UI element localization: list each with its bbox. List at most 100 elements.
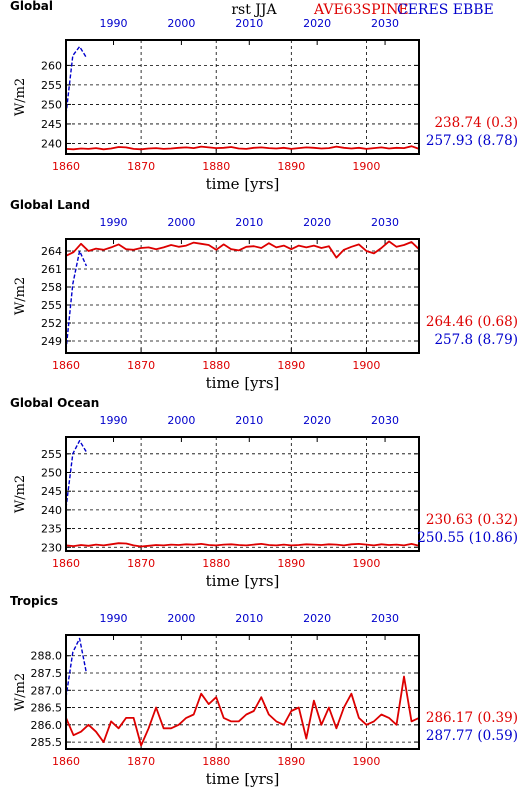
x-tick-label-top: 2000 [167,414,195,427]
y-tick-label: 249 [41,335,62,348]
mean-label-red: 264.46 (0.68) [426,314,518,330]
series-line-blue [65,440,87,509]
mean-label-blue: 257.8 (8.79) [434,332,518,348]
y-axis-label: W/m2 [13,78,28,116]
y-tick-label: 264 [41,245,62,258]
chart-panel-2: Global Land 249 252 255 258 261 264 1860 1870 188… [10,198,518,392]
x-axis-label: time [yrs] [206,572,280,590]
mean-label-blue: 287.77 (0.59) [426,728,518,744]
y-tick-label: 261 [41,263,62,276]
mean-label-blue: 250.55 (10.86) [417,530,518,546]
x-tick-label-top: 2030 [371,612,399,625]
y-tick-label: 250 [41,98,62,111]
x-tick-label-top: 2010 [235,612,263,625]
y-tick-label: 286.0 [31,719,63,732]
plot-frame [65,634,420,750]
x-axis-label: time [yrs] [206,175,280,193]
mean-label-red: 238.74 (0.3) [434,115,518,131]
y-tick-label: 240 [41,137,62,150]
x-tick-label-bottom: 1880 [202,557,230,570]
x-tick-label-top: 2020 [303,414,331,427]
x-tick-label-bottom: 1870 [127,359,155,372]
plot-frame [65,238,420,354]
x-tick-label-bottom: 1880 [202,755,230,768]
x-tick-label-top: 2000 [167,17,195,30]
series-line-red [65,542,420,548]
y-tick-label: 230 [41,541,62,554]
series-line-blue [65,250,88,351]
y-tick-label: 258 [41,281,62,294]
x-tick-label-top: 1990 [100,414,128,427]
x-tick-label-bottom: 1860 [52,359,80,372]
panel-title: Global Ocean [10,396,99,410]
x-tick-label-bottom: 1870 [127,755,155,768]
mean-label-red: 286.17 (0.39) [426,710,518,726]
x-axis-label: time [yrs] [206,770,280,788]
x-tick-label-top: 2030 [371,414,399,427]
y-tick-label: 255 [41,299,62,312]
legend-blue-label: CERES EBBE [397,2,494,18]
y-axis-label: W/m2 [13,673,28,711]
y-tick-label: 252 [41,317,62,330]
y-tick-label: 287.5 [31,667,63,680]
x-tick-label-top: 2010 [235,414,263,427]
y-tick-label: 235 [41,523,62,536]
x-tick-label-top: 2010 [235,17,263,30]
figure-center-title: rst JJA [231,2,277,18]
chart-panels: Global 240 245 250 255 260 1860 1870 1880 1890 190… [10,0,518,788]
x-tick-label-bottom: 1900 [352,160,380,173]
y-tick-label: 245 [41,118,62,131]
x-tick-label-bottom: 1860 [52,755,80,768]
x-tick-label-bottom: 1860 [52,160,80,173]
y-tick-label: 260 [41,59,62,72]
y-tick-label: 255 [41,448,62,461]
series-line-blue [65,637,88,698]
x-tick-label-bottom: 1870 [127,160,155,173]
x-tick-label-top: 2020 [303,216,331,229]
x-tick-label-bottom: 1890 [277,160,305,173]
y-tick-label: 287.0 [31,684,63,697]
x-tick-label-bottom: 1870 [127,557,155,570]
x-tick-label-bottom: 1880 [202,160,230,173]
x-tick-label-bottom: 1890 [277,359,305,372]
chart-panel-1: Global 240 245 250 255 260 1860 1870 1880 1890 190… [10,0,518,193]
x-tick-label-top: 1990 [100,612,128,625]
x-tick-label-top: 2030 [371,17,399,30]
x-tick-label-bottom: 1860 [52,557,80,570]
y-tick-label: 240 [41,504,62,517]
y-tick-label: 288.0 [31,650,63,663]
mean-label-red: 230.63 (0.32) [426,512,518,528]
y-axis-label: W/m2 [13,277,28,315]
chart-panel-3: Global Ocean 230 235 240 245 250 255 1860 1870 18… [10,396,518,590]
x-tick-label-top: 2020 [303,17,331,30]
x-tick-label-bottom: 1890 [277,755,305,768]
x-tick-label-bottom: 1880 [202,359,230,372]
panel-title: Global Land [10,198,90,212]
y-tick-label: 285.5 [31,736,63,749]
x-tick-label-bottom: 1900 [352,557,380,570]
x-tick-label-top: 2020 [303,612,331,625]
panel-title: Tropics [10,594,58,608]
plot-frame [65,39,420,155]
x-tick-label-top: 1990 [100,216,128,229]
x-tick-label-top: 2000 [167,216,195,229]
plot-frame [65,436,420,552]
chart-panel-4: Tropics 285.5 286.0 286.5 287.0 287.5 288.0 186… [10,594,518,788]
legend-red-label: AVE63SPINE [313,2,409,18]
x-axis-label: time [yrs] [206,374,280,392]
y-tick-label: 250 [41,467,62,480]
x-tick-label-bottom: 1900 [352,755,380,768]
y-tick-label: 255 [41,79,62,92]
x-tick-label-top: 2000 [167,612,195,625]
x-tick-label-top: 2030 [371,216,399,229]
mean-label-blue: 257.93 (8.78) [426,133,518,149]
series-line-red [65,145,420,151]
panel-title: Global [10,0,53,13]
y-axis-label: W/m2 [13,475,28,513]
y-tick-label: 245 [41,485,62,498]
x-tick-label-bottom: 1900 [352,359,380,372]
series-line-red [65,675,420,747]
x-tick-label-top: 2010 [235,216,263,229]
y-tick-label: 286.5 [31,702,63,715]
